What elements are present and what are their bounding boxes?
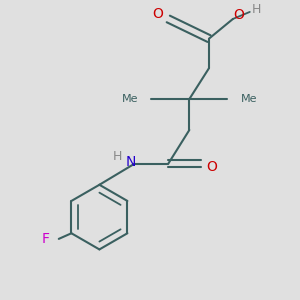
Text: H: H: [252, 3, 262, 16]
Text: O: O: [206, 160, 217, 173]
Text: O: O: [233, 8, 244, 22]
Text: H: H: [113, 150, 122, 163]
Text: F: F: [42, 232, 50, 246]
Text: Me: Me: [241, 94, 257, 104]
Text: Me: Me: [122, 94, 138, 104]
Text: O: O: [152, 7, 163, 21]
Text: N: N: [126, 155, 136, 169]
